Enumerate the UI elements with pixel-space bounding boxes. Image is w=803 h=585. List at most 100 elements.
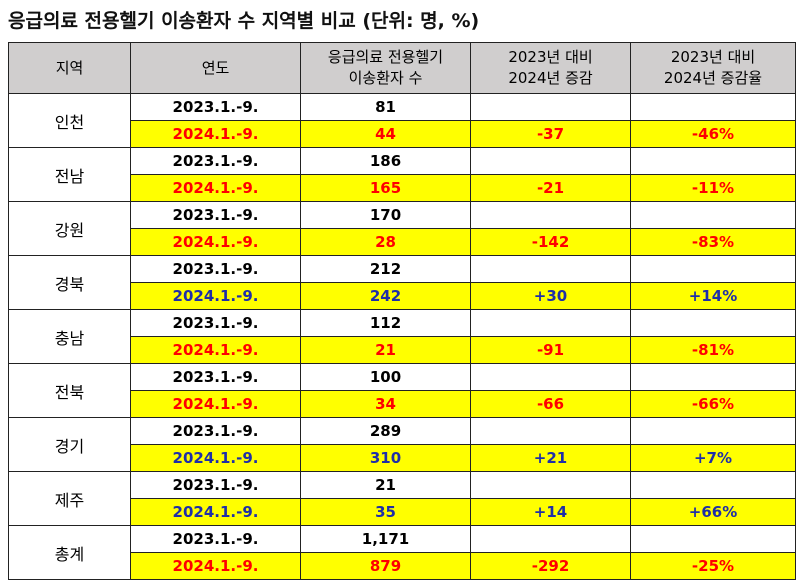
row-2023: 인천 2023.1.-9. 81 — [8, 93, 796, 148]
cell: 34 — [300, 390, 471, 418]
empty-cell — [630, 417, 796, 445]
empty-cell — [470, 525, 631, 553]
region-cell: 경북 — [8, 255, 131, 310]
row-2023: 충남 2023.1.-9. 112 — [8, 309, 796, 364]
cell: 2024.1.-9. — [130, 498, 301, 526]
empty-cell — [470, 363, 631, 391]
cell: 2023.1.-9. — [130, 147, 301, 175]
cell: 165 — [300, 174, 471, 202]
row-2024: 2024.1.-9. 34 -66 -66% — [9, 390, 796, 418]
empty-cell — [630, 255, 796, 283]
empty-cell — [630, 93, 796, 121]
empty-cell — [630, 309, 796, 337]
cell: -21 — [470, 174, 631, 202]
region-cell: 총계 — [8, 525, 131, 580]
cell: -66 — [470, 390, 631, 418]
cell: -91 — [470, 336, 631, 364]
cell: 2024.1.-9. — [130, 390, 301, 418]
cell: 2024.1.-9. — [130, 444, 301, 472]
cell: 2023.1.-9. — [130, 525, 301, 553]
cell: -11% — [630, 174, 796, 202]
row-2024: 2024.1.-9. 879 -292 -25% — [9, 552, 796, 580]
cell: 2024.1.-9. — [130, 336, 301, 364]
cell: 170 — [300, 201, 471, 229]
row-2023: 전북 2023.1.-9. 100 — [8, 363, 796, 418]
cell: 1,171 — [300, 525, 471, 553]
cell: +66% — [630, 498, 796, 526]
cell: -37 — [470, 120, 631, 148]
cell: 310 — [300, 444, 471, 472]
empty-cell — [470, 255, 631, 283]
row-2024: 2024.1.-9. 165 -21 -11% — [9, 174, 796, 202]
empty-cell — [470, 93, 631, 121]
cell: 2024.1.-9. — [130, 174, 301, 202]
cell: 2024.1.-9. — [130, 120, 301, 148]
cell: 81 — [300, 93, 471, 121]
cell: -81% — [630, 336, 796, 364]
cell: +30 — [470, 282, 631, 310]
cell: 2024.1.-9. — [130, 228, 301, 256]
cell: +14% — [630, 282, 796, 310]
cell: +21 — [470, 444, 631, 472]
row-2024: 2024.1.-9. 28 -142 -83% — [9, 228, 796, 256]
empty-cell — [630, 201, 796, 229]
region-cell: 인천 — [8, 93, 131, 148]
cell: 2023.1.-9. — [130, 255, 301, 283]
region-cell: 전북 — [8, 363, 131, 418]
cell: -142 — [470, 228, 631, 256]
cell: -46% — [630, 120, 796, 148]
cell: 100 — [300, 363, 471, 391]
row-2023: 전남 2023.1.-9. 186 — [8, 147, 796, 202]
row-2024: 2024.1.-9. 310 +21 +7% — [9, 444, 796, 472]
cell: 2024.1.-9. — [130, 552, 301, 580]
cell: 28 — [300, 228, 471, 256]
header-cell: 2023년 대비 2024년 증감 — [470, 42, 631, 94]
cell: 879 — [300, 552, 471, 580]
cell: 2023.1.-9. — [130, 309, 301, 337]
cell: 2023.1.-9. — [130, 471, 301, 499]
row-2023: 총계 2023.1.-9. 1,171 — [8, 525, 796, 580]
cell: 242 — [300, 282, 471, 310]
cell: 21 — [300, 336, 471, 364]
row-2024: 2024.1.-9. 44 -37 -46% — [9, 120, 796, 148]
table-body: 인천 2023.1.-9. 81 2024.1.-9. 44 -37 -46% 전남 2023.… — [8, 93, 796, 580]
empty-cell — [470, 309, 631, 337]
region-cell: 경기 — [8, 417, 131, 472]
cell: -66% — [630, 390, 796, 418]
cell: 212 — [300, 255, 471, 283]
cell: 2023.1.-9. — [130, 363, 301, 391]
row-2024: 2024.1.-9. 242 +30 +14% — [9, 282, 796, 310]
row-2023: 경북 2023.1.-9. 212 — [8, 255, 796, 310]
header-cell: 2023년 대비 2024년 증감율 — [630, 42, 796, 94]
cell: -83% — [630, 228, 796, 256]
empty-cell — [470, 471, 631, 499]
cell: 112 — [300, 309, 471, 337]
region-cell: 강원 — [8, 201, 131, 256]
row-2023: 강원 2023.1.-9. 170 — [8, 201, 796, 256]
header-row: 지역 연도 응급의료 전용헬기 이송환자 수 2023년 대비 2024년 증감 202… — [8, 42, 796, 94]
empty-cell — [630, 471, 796, 499]
empty-cell — [630, 525, 796, 553]
region-cell: 충남 — [8, 309, 131, 364]
empty-cell — [630, 363, 796, 391]
cell: -292 — [470, 552, 631, 580]
empty-cell — [470, 201, 631, 229]
cell: 2023.1.-9. — [130, 417, 301, 445]
row-2023: 경기 2023.1.-9. 289 — [8, 417, 796, 472]
comparison-table: 지역 연도 응급의료 전용헬기 이송환자 수 2023년 대비 2024년 증감 202… — [8, 42, 796, 580]
cell: +14 — [470, 498, 631, 526]
cell: 2024.1.-9. — [130, 282, 301, 310]
header-cell: 지역 — [8, 42, 131, 94]
cell: -25% — [630, 552, 796, 580]
region-cell: 전남 — [8, 147, 131, 202]
header-cell: 연도 — [130, 42, 301, 94]
cell: +7% — [630, 444, 796, 472]
cell: 2023.1.-9. — [130, 201, 301, 229]
cell: 186 — [300, 147, 471, 175]
cell: 21 — [300, 471, 471, 499]
region-cell: 제주 — [8, 471, 131, 526]
empty-cell — [470, 147, 631, 175]
cell: 44 — [300, 120, 471, 148]
empty-cell — [630, 147, 796, 175]
